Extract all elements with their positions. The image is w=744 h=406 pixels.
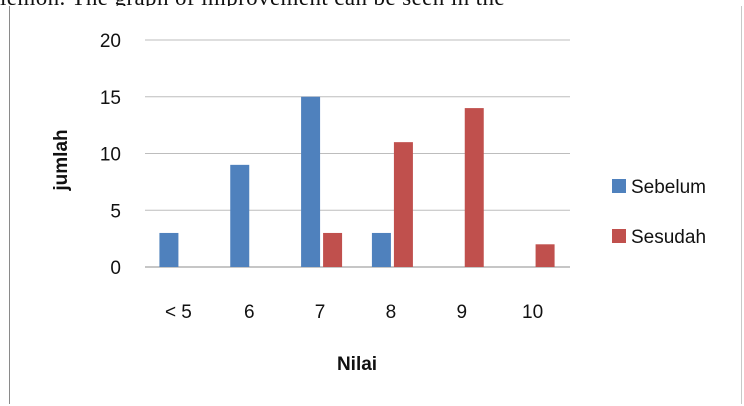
bar-sesudah-5 xyxy=(535,244,555,267)
y-tick-label: 0 xyxy=(110,258,121,279)
legend-label-sesudah: Sesudah xyxy=(631,227,706,248)
bar-sebelum-0 xyxy=(159,232,179,267)
bar-sesudah-3 xyxy=(393,142,413,267)
x-axis-title: Nilai xyxy=(337,354,377,375)
y-tick-label: 5 xyxy=(110,201,121,222)
chart-frame xyxy=(9,6,742,404)
bar-sebelum-2 xyxy=(301,96,321,267)
gridlines xyxy=(145,39,570,268)
legend-swatch-sesudah xyxy=(612,229,626,243)
bar-sebelum-3 xyxy=(371,232,391,267)
x-tick-label: 6 xyxy=(244,302,255,323)
legend-label-sebelum: Sebelum xyxy=(631,177,706,198)
y-axis-title: jumlah xyxy=(51,129,72,191)
x-tick-label: 10 xyxy=(522,302,543,323)
bars xyxy=(159,96,555,267)
x-tick-label: < 5 xyxy=(165,302,192,323)
y-tick-label: 10 xyxy=(100,145,121,166)
x-tick-label: 8 xyxy=(386,302,397,323)
bar-sebelum-1 xyxy=(230,164,250,267)
legend: Sebelum Sesudah xyxy=(612,177,706,248)
x-tick-label: 9 xyxy=(456,302,467,323)
x-axis-ticks: < 5 6 7 8 9 10 xyxy=(165,302,543,323)
x-tick-label: 7 xyxy=(315,302,326,323)
bar-sesudah-4 xyxy=(464,108,484,267)
y-tick-label: 15 xyxy=(100,88,121,109)
legend-swatch-sebelum xyxy=(612,179,626,193)
y-axis-ticks: 0 5 10 15 20 xyxy=(100,31,121,279)
y-tick-label: 20 xyxy=(100,31,121,52)
page-header-text: lemon. The graph of improvement can be s… xyxy=(0,0,744,13)
bar-sesudah-2 xyxy=(323,232,343,267)
